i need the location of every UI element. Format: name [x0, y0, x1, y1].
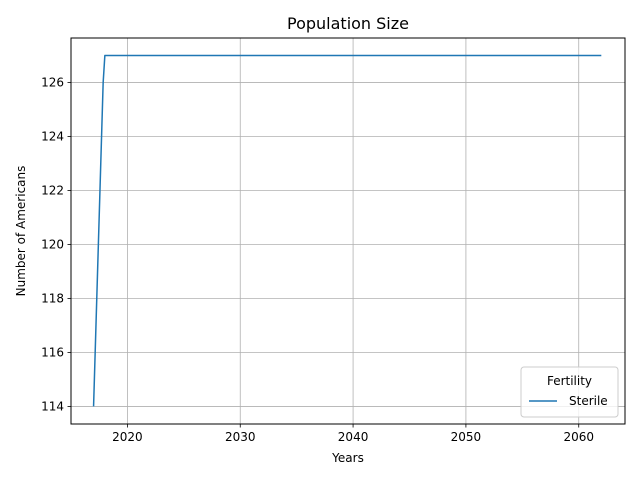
- legend-label-sterile: Sterile: [569, 394, 608, 408]
- legend: Fertility Sterile: [520, 366, 619, 418]
- x-tick-label: 2030: [225, 430, 256, 444]
- y-tick-label: 124: [41, 130, 64, 144]
- series-line-sterile: [92, 54, 602, 407]
- y-tick-label: 116: [41, 345, 64, 359]
- x-tick-label: 2020: [112, 430, 143, 444]
- legend-title: Fertility: [547, 374, 592, 388]
- y-tick-label: 120: [41, 237, 64, 251]
- y-tick-label: 126: [41, 76, 64, 90]
- series-lines: [92, 54, 602, 407]
- x-ticks: 2020 2030 2040 2050 2060: [112, 424, 594, 444]
- grid: [71, 38, 625, 424]
- x-tick-label: 2050: [451, 430, 482, 444]
- plot-frame: [70, 37, 626, 425]
- x-axis-label: Years: [331, 451, 364, 465]
- y-ticks: 114 116 118 120 122 124 126: [41, 76, 71, 413]
- x-tick-label: 2040: [338, 430, 369, 444]
- y-tick-label: 114: [41, 399, 64, 413]
- y-tick-label: 118: [41, 291, 64, 305]
- y-tick-label: 122: [41, 184, 64, 198]
- y-axis-label: Number of Americans: [14, 166, 28, 297]
- chart-title: Population Size: [287, 14, 409, 33]
- x-tick-label: 2060: [563, 430, 594, 444]
- legend-box: [520, 366, 619, 418]
